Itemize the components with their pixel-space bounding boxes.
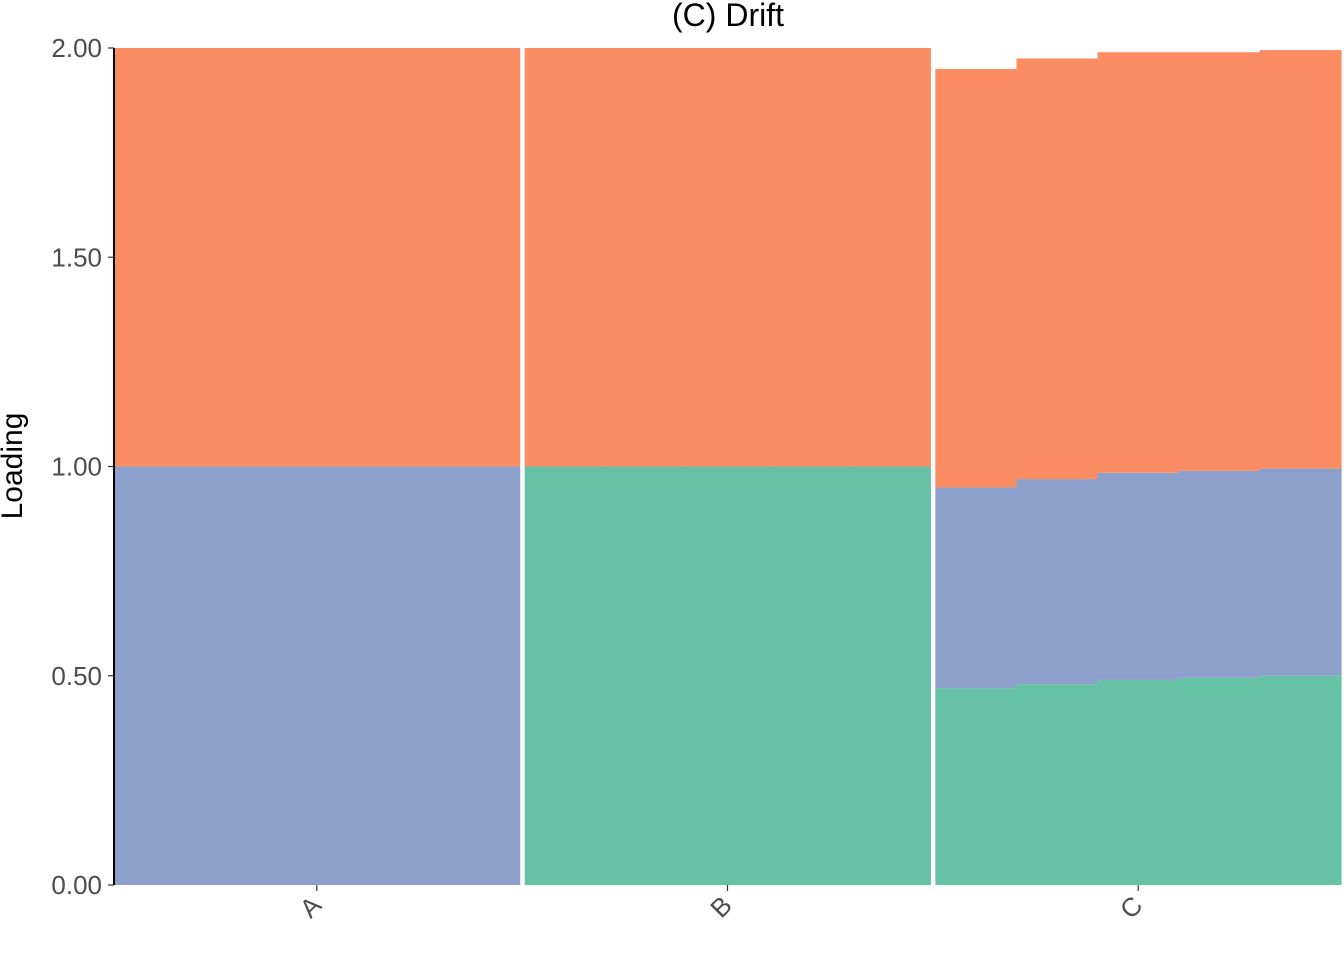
bar-segment-A-s1-4 bbox=[438, 466, 521, 885]
y-tick-label-1.50: 1.50 bbox=[51, 242, 102, 272]
bar-segment-C-s0-4 bbox=[1259, 675, 1342, 885]
x-tick-label-A: A bbox=[294, 890, 328, 924]
bar-segment-B-s0-3 bbox=[768, 466, 850, 885]
bar-segment-C-s0-0 bbox=[935, 688, 1018, 885]
y-axis-title: Loading bbox=[0, 413, 29, 520]
bar-segment-C-s0-3 bbox=[1178, 677, 1261, 885]
bar-segment-A-s1-0 bbox=[114, 466, 196, 885]
bar-segment-C-s1-4 bbox=[1259, 468, 1342, 676]
bar-segment-B-s2-1 bbox=[605, 48, 688, 467]
bars-layer bbox=[114, 48, 1342, 885]
bar-segment-C-s1-3 bbox=[1178, 470, 1261, 678]
bar-segment-B-s2-0 bbox=[524, 48, 607, 467]
y-tick-label-0.50: 0.50 bbox=[51, 661, 102, 691]
y-tick-label-2.00: 2.00 bbox=[51, 33, 102, 63]
bar-segment-B-s0-2 bbox=[686, 466, 769, 885]
bar-segment-A-s1-1 bbox=[195, 466, 277, 885]
bar-segment-C-s0-1 bbox=[1016, 684, 1099, 885]
bar-segment-B-s2-4 bbox=[849, 48, 931, 467]
bar-segment-A-s1-2 bbox=[276, 466, 358, 885]
bar-segment-B-s0-1 bbox=[605, 466, 688, 885]
bar-segment-B-s2-3 bbox=[768, 48, 850, 467]
bar-segment-C-s1-2 bbox=[1097, 472, 1180, 680]
x-tick-label-C: C bbox=[1114, 890, 1148, 924]
bar-segment-C-s2-4 bbox=[1259, 50, 1342, 469]
bar-segment-C-s2-2 bbox=[1097, 52, 1180, 473]
y-tick-label-0.00: 0.00 bbox=[51, 870, 102, 900]
bar-segment-C-s2-3 bbox=[1178, 52, 1261, 471]
x-tick-label-B: B bbox=[704, 890, 737, 923]
bar-segment-C-s1-1 bbox=[1016, 479, 1099, 685]
bar-segment-C-s2-0 bbox=[935, 68, 1018, 488]
bar-segment-B-s0-0 bbox=[524, 466, 607, 885]
bar-segment-A-s2-3 bbox=[357, 48, 440, 467]
bar-segment-B-s0-4 bbox=[849, 466, 931, 885]
bar-segment-B-s2-2 bbox=[686, 48, 769, 467]
bar-segment-A-s2-1 bbox=[195, 48, 277, 467]
bar-segment-C-s1-0 bbox=[935, 487, 1018, 689]
bar-segment-C-s2-1 bbox=[1016, 58, 1099, 480]
bar-segment-A-s1-3 bbox=[357, 466, 440, 885]
bar-segment-C-s0-2 bbox=[1097, 679, 1180, 885]
bar-segment-A-s2-4 bbox=[438, 48, 521, 467]
bar-segment-A-s2-2 bbox=[276, 48, 358, 467]
bar-segment-A-s2-0 bbox=[114, 48, 196, 467]
chart-title: (C) Drift bbox=[672, 0, 784, 33]
y-tick-label-1.00: 1.00 bbox=[51, 452, 102, 482]
